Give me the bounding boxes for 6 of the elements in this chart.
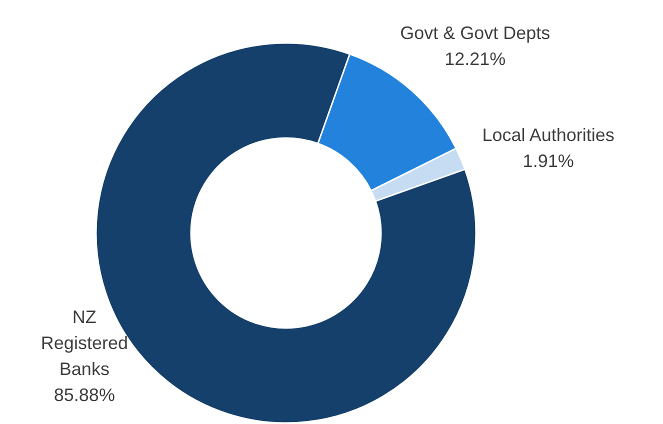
slice-label: Local Authorities — [482, 124, 614, 145]
data-label: 12.21% — [444, 49, 506, 70]
slice-label: NZ Registered Banks — [40, 307, 128, 379]
slice-label: Govt & Govt Depts — [400, 23, 550, 44]
data-label: 1.91% — [522, 150, 574, 171]
data-label: 85.88% — [54, 385, 115, 405]
